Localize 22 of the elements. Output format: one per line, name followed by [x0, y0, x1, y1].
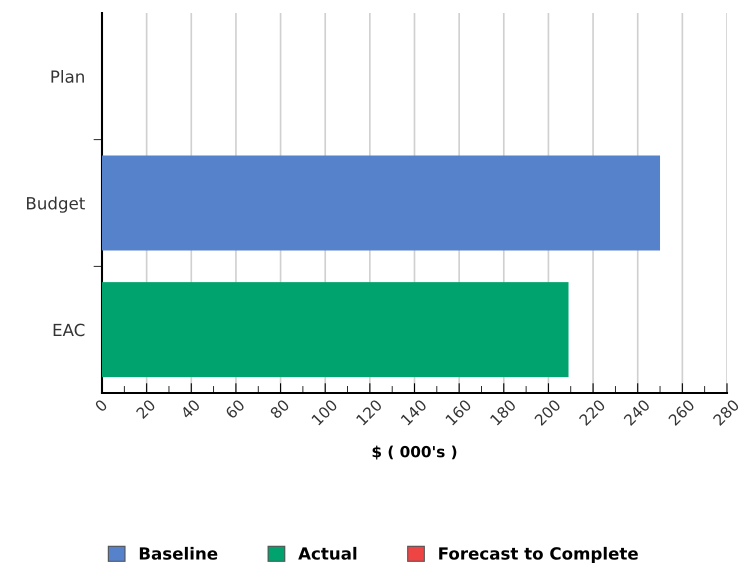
- x-tick-label: 180: [490, 398, 517, 426]
- x-tick-label: 160: [444, 398, 472, 426]
- x-tick-label: 80: [269, 398, 290, 420]
- x-tick-label: 40: [180, 398, 201, 420]
- x-tick-label: 240: [623, 398, 650, 426]
- x-tick-label: 140: [400, 398, 428, 426]
- x-tick-label: 60: [224, 398, 246, 420]
- x-tick-label: 20: [136, 398, 156, 420]
- x-tick-label: 260: [668, 398, 696, 426]
- x-tick-label: 120: [356, 398, 383, 426]
- legend-label: Baseline: [140, 546, 218, 560]
- y-tick-label: Plan: [52, 70, 84, 83]
- x-tick-label: 0: [94, 398, 108, 412]
- x-tick-label: 200: [534, 398, 562, 426]
- x-axis-title: $ ( 000's ): [372, 446, 456, 460]
- legend-label: Actual: [298, 546, 356, 560]
- x-tick-label: 280: [712, 398, 740, 426]
- legend-label: Forecast to Complete: [439, 546, 638, 563]
- y-tick-label: EAC: [54, 324, 84, 336]
- x-tick-label: 100: [311, 398, 338, 426]
- x-tick-label: 220: [578, 398, 606, 426]
- y-tick-label: Budget: [27, 196, 85, 213]
